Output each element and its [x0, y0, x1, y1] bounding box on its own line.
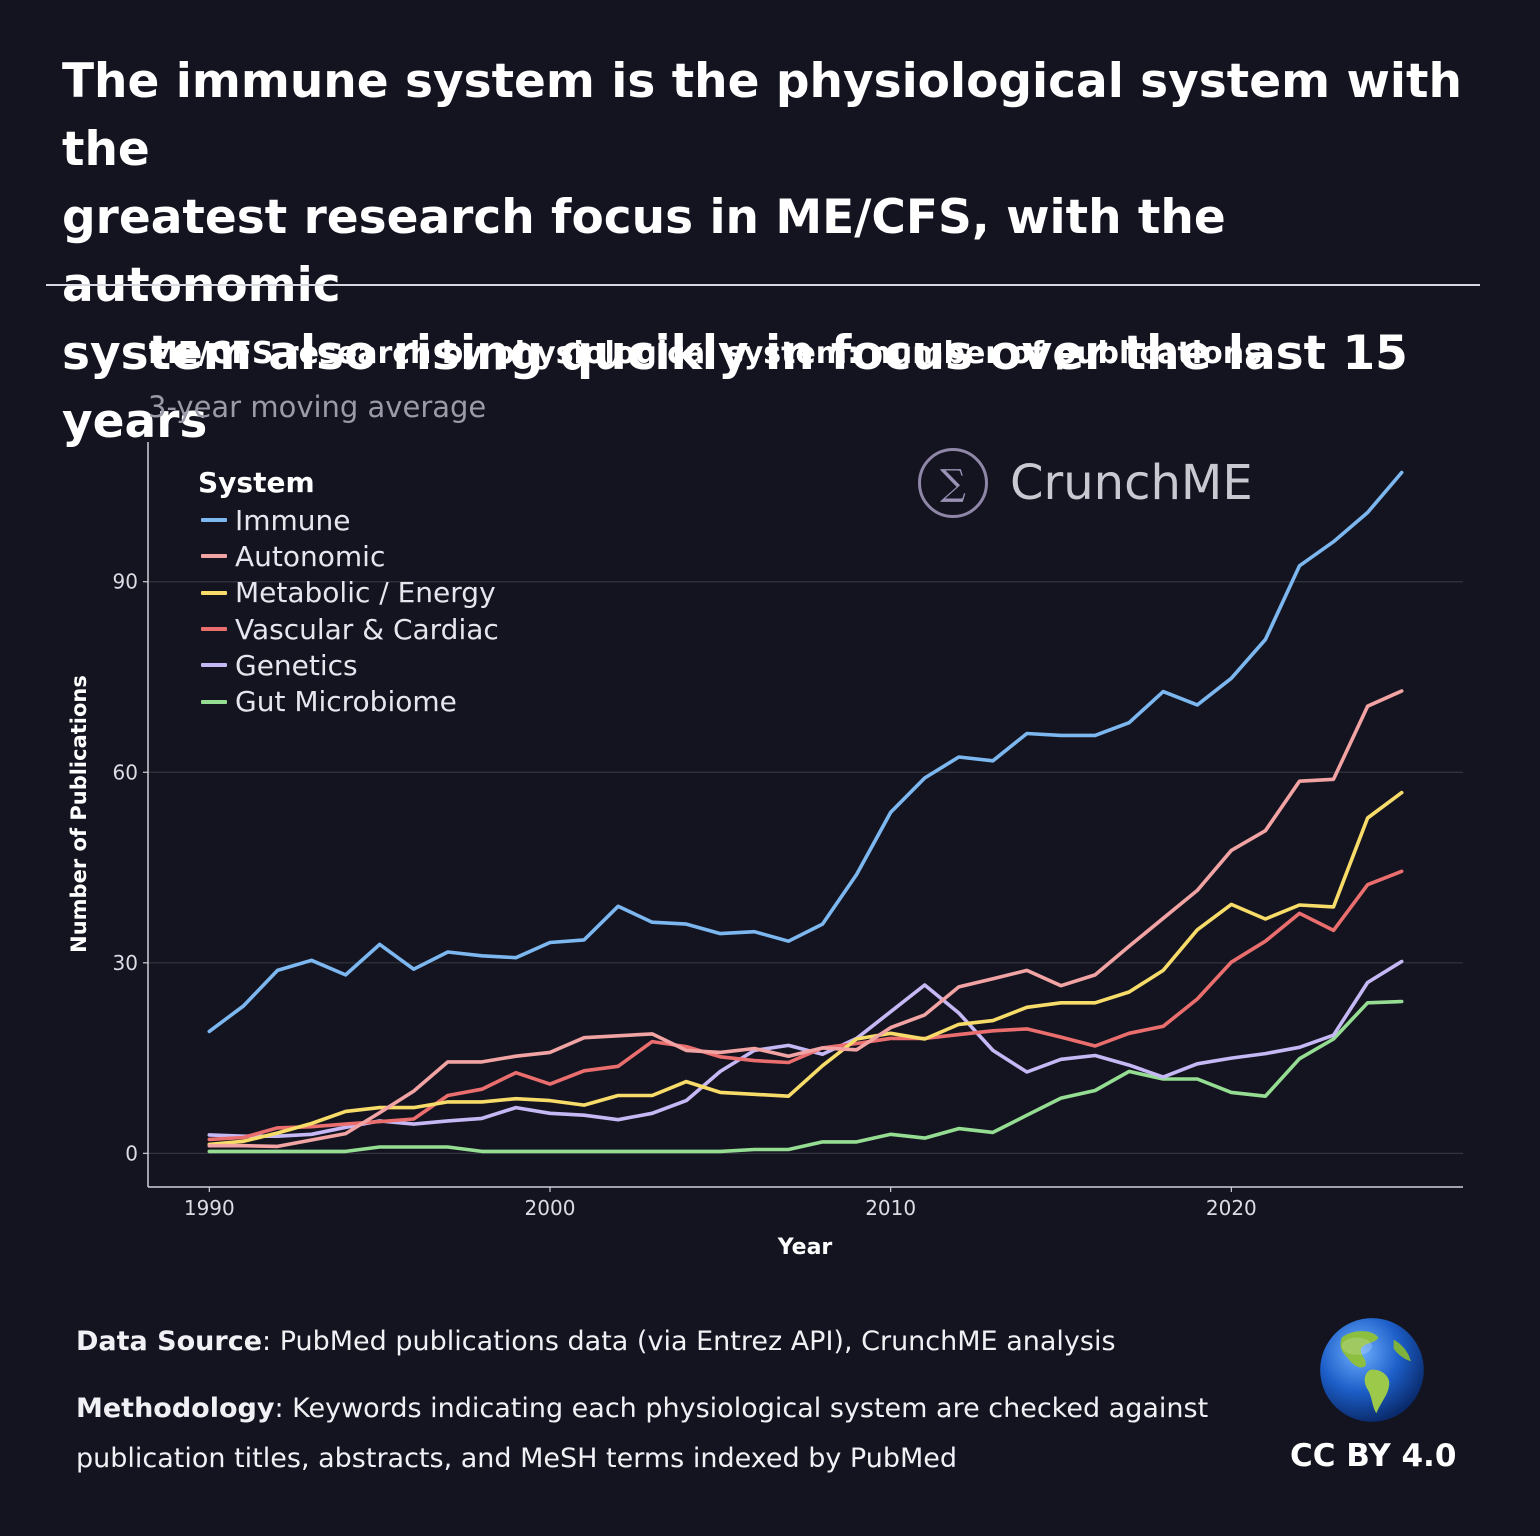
methodology-text-line-2: publication titles, abstracts, and MeSH …: [76, 1443, 958, 1474]
y-tick-label: 90: [113, 570, 138, 594]
legend-item-metabolic: Metabolic / Energy: [198, 575, 499, 611]
headline-line-3: system also rising qucikly in focus over…: [62, 326, 1408, 449]
legend-label-metabolic: Metabolic / Energy: [235, 576, 496, 610]
y-axis-label: Number of Publications: [67, 675, 91, 953]
series-line-immune: [207, 470, 1404, 1034]
methodology-note: Methodology: Keywords indicating each ph…: [76, 1393, 1208, 1424]
grid-lines: [148, 581, 1463, 1154]
chart-legend: System Immune Autonomic Metabolic / Ener…: [198, 464, 499, 720]
methodology-note-continued: publication titles, abstracts, and MeSH …: [76, 1443, 957, 1474]
legend-item-immune: Immune: [198, 502, 499, 538]
headline-line-1: The immune system is the physiological s…: [62, 54, 1462, 177]
x-tick-label: 2020: [1206, 1196, 1257, 1220]
legend-label-vascular: Vascular & Cardiac: [235, 612, 499, 646]
x-axis-label: Year: [777, 1235, 833, 1260]
series-line-autonomic: [207, 689, 1404, 1149]
legend-title: System: [198, 466, 315, 499]
brand-name: CrunchME: [1010, 455, 1253, 511]
chart-subtitle: 3-year moving average: [148, 390, 487, 424]
headline-line-2: greatest research focus in ME/CFS, with …: [62, 190, 1226, 313]
x-tick-label: 2000: [525, 1196, 576, 1220]
headline: The immune system is the physiological s…: [62, 48, 1482, 456]
y-tick-label: 60: [113, 760, 138, 784]
line-chart: 0 30 60 90 1990 2000 2010 2020 Year Number of P…: [67, 442, 1463, 1260]
legend-key-immune: [201, 518, 227, 523]
axes: [147, 442, 1463, 1188]
legend-key-vascular: [201, 627, 227, 632]
x-tick-label: 2010: [865, 1196, 916, 1220]
legend-key-metabolic: [201, 590, 227, 595]
legend-key-genetics: [201, 663, 227, 668]
series-lines: [207, 470, 1404, 1154]
methodology-label: Methodology: [76, 1393, 275, 1424]
globe-icon: [1320, 1318, 1424, 1422]
legend-label-autonomic: Autonomic: [235, 539, 386, 573]
y-tick-label: 0: [125, 1141, 138, 1165]
legend-label-genetics: Genetics: [235, 648, 358, 682]
series-line-genetics: [207, 959, 1404, 1138]
data-source-text: : PubMed publications data (via Entrez A…: [262, 1326, 1116, 1357]
sigma-icon: ∑: [918, 448, 988, 518]
legend-label-immune: Immune: [235, 503, 351, 537]
title-divider: [46, 284, 1480, 286]
license-label: CC BY 4.0: [1290, 1438, 1457, 1474]
legend-item-vascular: Vascular & Cardiac: [198, 611, 499, 647]
x-tick-label: 1990: [184, 1196, 235, 1220]
chart-title: ME/CFS research by physiological system:…: [148, 336, 1262, 371]
crunchme-logo: ∑ CrunchME: [918, 446, 1253, 520]
legend-key-gut-microbiome: [201, 699, 227, 704]
series-line-vascular-cardiac: [207, 869, 1404, 1142]
data-source-note: Data Source: PubMed publications data (v…: [76, 1326, 1116, 1357]
legend-label-gut-microbiome: Gut Microbiome: [235, 685, 457, 719]
legend-item-gut-microbiome: Gut Microbiome: [198, 683, 499, 719]
series-line-gut-microbiome: [207, 999, 1404, 1154]
y-tick-label: 30: [113, 951, 138, 975]
series-line-metabolic-energy: [207, 790, 1404, 1147]
legend-item-genetics: Genetics: [198, 647, 499, 683]
data-source-label: Data Source: [76, 1326, 263, 1357]
methodology-text-line-1: : Keywords indicating each physiological…: [274, 1393, 1209, 1424]
legend-item-autonomic: Autonomic: [198, 538, 499, 574]
legend-key-autonomic: [201, 554, 227, 559]
axis-ticks: 0 30 60 90 1990 2000 2010 2020: [113, 570, 1257, 1220]
